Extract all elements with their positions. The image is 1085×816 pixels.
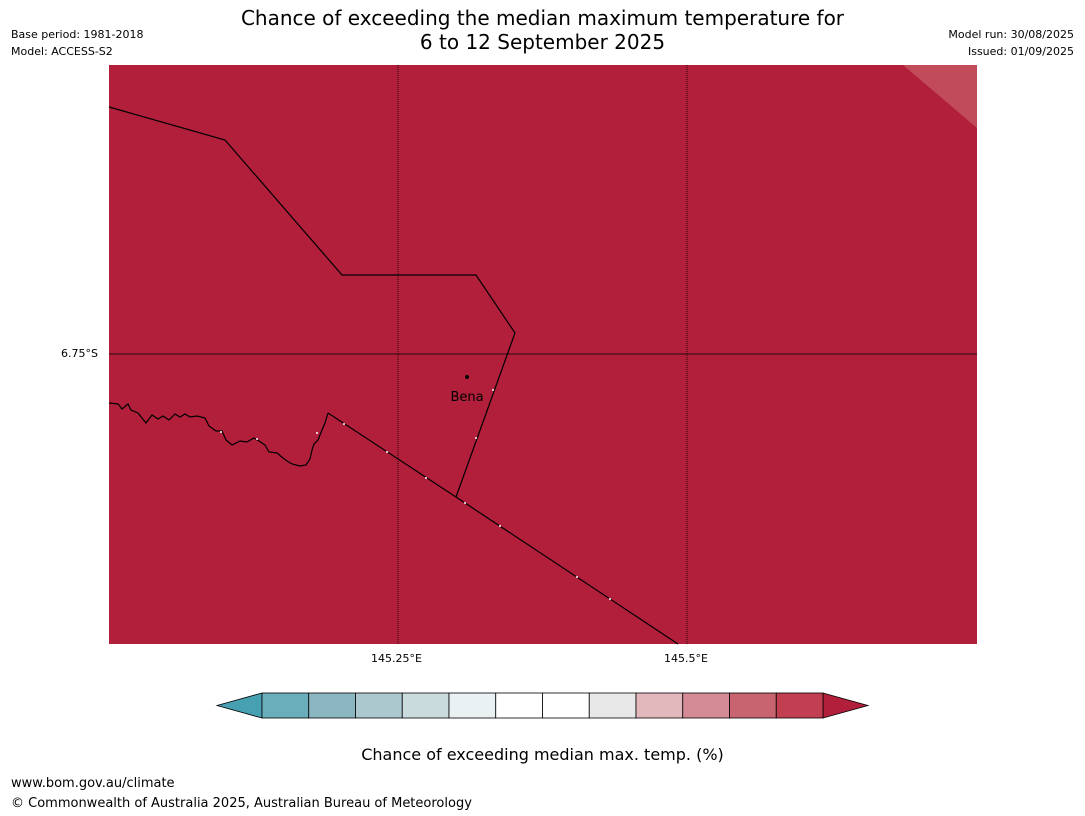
boundary-dots [220,389,611,600]
footer-url[interactable]: www.bom.gov.au/climate [11,776,175,791]
colorbar-segment [308,692,356,719]
province-boundary-south [327,412,679,645]
map-title: Chance of exceeding the median maximum t… [0,6,1085,54]
colorbar-segment [542,692,590,719]
footer-copyright: © Commonwealth of Australia 2025, Austra… [11,796,472,811]
town-label: Bena [450,390,483,405]
title-line-2: 6 to 12 September 2025 [419,30,666,54]
title-line-1: Chance of exceeding the median maximum t… [240,6,845,30]
town-marker [465,375,469,379]
colorbar-under-arrow [215,692,263,719]
map-corner-shade [903,65,977,128]
colorbar-over-arrow [822,692,870,719]
base-period: Base period: 1981-2018 [11,28,144,41]
meta-right: Model run: 30/08/2025 Issued: 01/09/2025 [948,26,1074,60]
colorbar-segment [775,692,824,719]
colorbar-segment [448,692,497,719]
colorbar-segment [495,692,543,719]
district-boundary-wavy [108,402,329,467]
meta-left: Base period: 1981-2018 Model: ACCESS-S2 [11,26,143,60]
issued-date: Issued: 01/09/2025 [967,45,1074,58]
lat-label: 6.75°S [61,347,98,360]
lon-label-145-25: 145.25°E [371,652,422,665]
map-canvas: Bena 20253035404550556065707580 [108,65,977,719]
colorbar-segment [588,692,637,719]
lon-label-145-5: 145.5°E [664,652,708,665]
map-background [109,65,977,644]
colorbar-segment [261,692,310,719]
colorbar-segment [401,692,450,719]
colorbar-label: Chance of exceeding median max. temp. (%… [361,745,724,764]
colorbar-segment [635,692,684,719]
model-name: Model: ACCESS-S2 [11,45,113,58]
colorbar-segment [682,692,730,719]
colorbar-segment [355,692,403,719]
model-run: Model run: 30/08/2025 [948,28,1074,41]
colorbar-segment [729,692,777,719]
colorbar: 20253035404550556065707580 [215,692,870,719]
province-boundary [108,106,516,498]
